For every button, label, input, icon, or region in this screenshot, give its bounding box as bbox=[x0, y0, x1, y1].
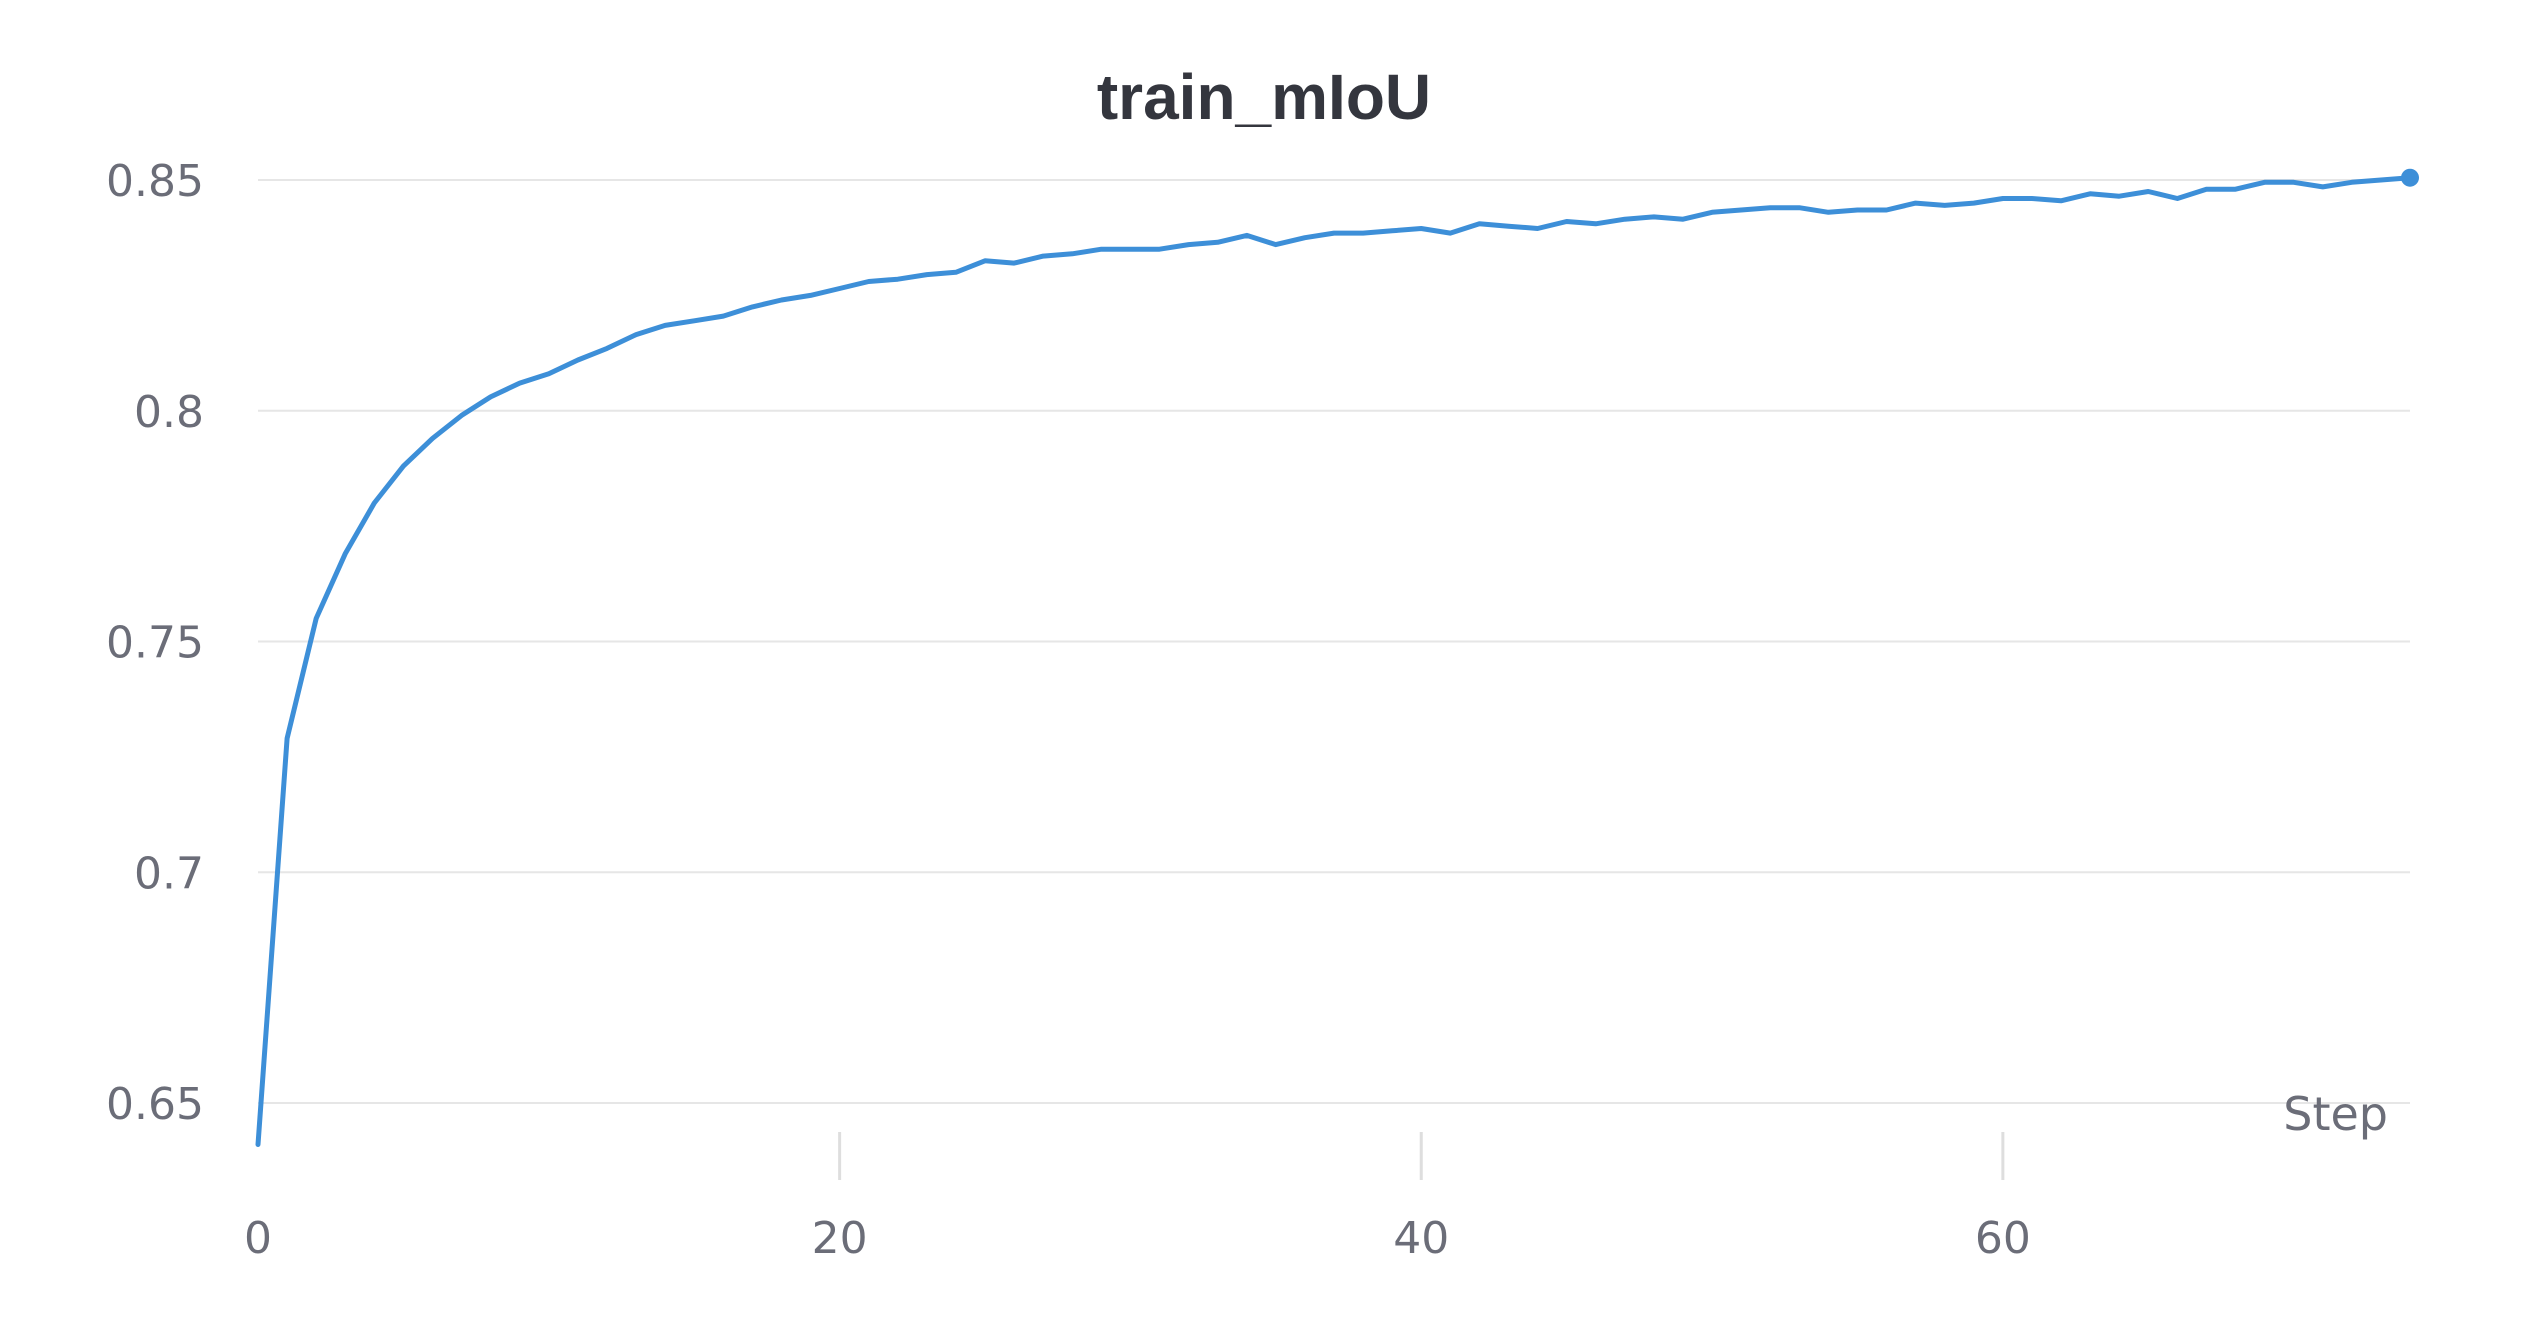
x-tick-label: 20 bbox=[812, 1213, 868, 1264]
y-tick-label: 0.85 bbox=[106, 156, 204, 207]
x-tick-label: 40 bbox=[1393, 1213, 1449, 1264]
y-tick-label: 0.8 bbox=[134, 387, 204, 438]
x-axis-title: Step bbox=[2283, 1087, 2388, 1141]
x-tick-label: 0 bbox=[244, 1213, 272, 1264]
chart-title: train_mIoU bbox=[1096, 61, 1432, 133]
series-line bbox=[255, 175, 2413, 1147]
x-tick-label: 60 bbox=[1975, 1213, 2031, 1264]
series-endpoint bbox=[2401, 168, 2419, 187]
y-tick-label: 0.75 bbox=[106, 618, 204, 669]
y-tick-label: 0.7 bbox=[134, 848, 204, 899]
y-tick-label: 0.65 bbox=[106, 1079, 204, 1130]
